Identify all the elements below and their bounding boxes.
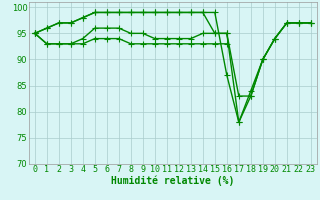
X-axis label: Humidité relative (%): Humidité relative (%) bbox=[111, 176, 235, 186]
